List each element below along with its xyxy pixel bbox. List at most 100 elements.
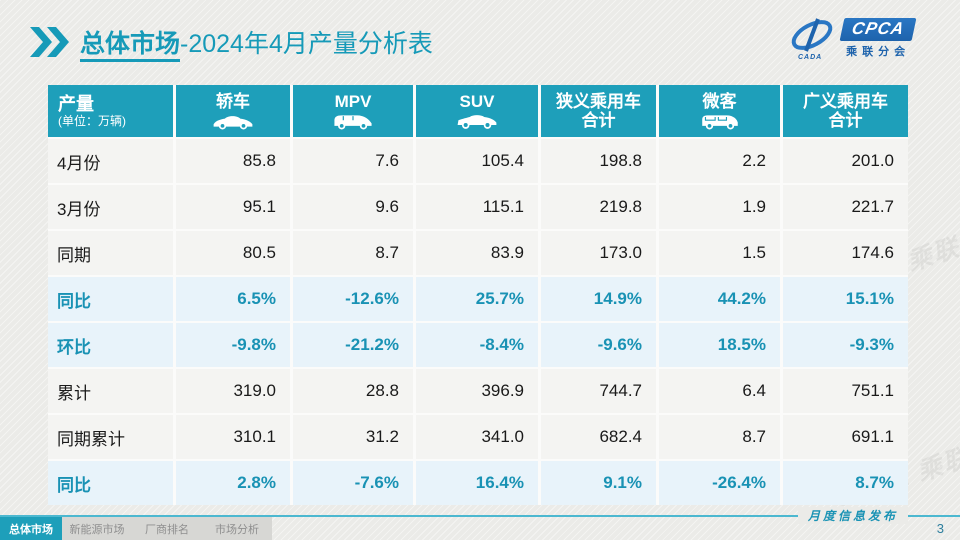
table-cell: 8.7 bbox=[659, 415, 780, 459]
publish-label: 月度信息发布 bbox=[797, 507, 908, 524]
column-label-line2: 合计 bbox=[828, 111, 863, 130]
column-label-line2: 合计 bbox=[581, 111, 616, 130]
table-cell: 85.8 bbox=[176, 139, 290, 183]
table-cell: 201.0 bbox=[783, 139, 908, 183]
table-cell: -8.4% bbox=[416, 323, 538, 367]
table-cell: 8.7% bbox=[783, 461, 908, 505]
table-cell: 6.5% bbox=[176, 277, 290, 321]
table-cell: 80.5 bbox=[176, 231, 290, 275]
table-cell: 9.6 bbox=[293, 185, 413, 229]
table-cell: 396.9 bbox=[416, 369, 538, 413]
table-cell: 219.8 bbox=[541, 185, 656, 229]
column-header-2: SUV bbox=[416, 85, 538, 137]
table-cell: 7.6 bbox=[293, 139, 413, 183]
table-cell: 221.7 bbox=[783, 185, 908, 229]
table-cell: -9.3% bbox=[783, 323, 908, 367]
mpv-icon bbox=[334, 115, 372, 130]
table-cell: 2.2 bbox=[659, 139, 780, 183]
microvan-icon bbox=[701, 115, 738, 130]
table-cell: 25.7% bbox=[416, 277, 538, 321]
table-cell: 83.9 bbox=[416, 231, 538, 275]
table-cell: 310.1 bbox=[176, 415, 290, 459]
table-cell: 28.8 bbox=[293, 369, 413, 413]
footer-tab-2[interactable]: 厂商排名 bbox=[145, 523, 189, 536]
svg-text:CADA: CADA bbox=[798, 54, 822, 61]
table-row-同比: 同比 6.5% -12.6% 25.7% 14.9% 44.2% 15.1% bbox=[48, 277, 908, 321]
page-title-highlight: 总体市场 bbox=[80, 30, 181, 62]
double-chevron-icon bbox=[30, 27, 69, 57]
cpca-swoosh-icon: CADA bbox=[791, 18, 833, 61]
table-cell: -7.6% bbox=[293, 461, 413, 505]
table-cell: -21.2% bbox=[293, 323, 413, 367]
production-table: 产量 (单位：万辆) 轿车 MPV SUV 狭义乘用车 合计 微客 广义乘用车 合计 4月份 8… bbox=[48, 85, 908, 505]
cpca-subtitle: 乘联分会 bbox=[846, 45, 911, 58]
column-header-3: 狭义乘用车 合计 bbox=[541, 85, 656, 137]
page-title-rest: -2024年4月产量分析表 bbox=[180, 30, 433, 58]
row-label: 同期 bbox=[48, 231, 173, 275]
table-cell: 744.7 bbox=[541, 369, 656, 413]
table-cell: 2.8% bbox=[176, 461, 290, 505]
table-row-3月份: 3月份 95.1 9.6 115.1 219.8 1.9 221.7 bbox=[48, 185, 908, 229]
table-cell: 682.4 bbox=[541, 415, 656, 459]
table-cell: 198.8 bbox=[541, 139, 656, 183]
table-row-同期: 同期 80.5 8.7 83.9 173.0 1.5 174.6 bbox=[48, 231, 908, 275]
table-cell: 1.5 bbox=[659, 231, 780, 275]
table-cell: -9.6% bbox=[541, 323, 656, 367]
table-cell: 44.2% bbox=[659, 277, 780, 321]
row-label: 同期累计 bbox=[48, 415, 173, 459]
table-cell: 15.1% bbox=[783, 277, 908, 321]
table-cell: 16.4% bbox=[416, 461, 538, 505]
cpca-wordmark: CPCA bbox=[839, 17, 917, 41]
table-cell: 6.4 bbox=[659, 369, 780, 413]
table-corner-unit: (单位：万辆) bbox=[58, 113, 126, 128]
table-cell: 8.7 bbox=[293, 231, 413, 275]
row-label: 4月份 bbox=[48, 139, 173, 183]
column-label: 微客 bbox=[702, 92, 737, 111]
row-label: 同比 bbox=[48, 277, 173, 321]
column-header-5: 广义乘用车 合计 bbox=[783, 85, 908, 137]
table-cell: -9.8% bbox=[176, 323, 290, 367]
footer-divider-line bbox=[0, 515, 960, 517]
table-cell: 14.9% bbox=[541, 277, 656, 321]
table-cell: 173.0 bbox=[541, 231, 656, 275]
table-header-row: 产量 (单位：万辆) 轿车 MPV SUV 狭义乘用车 合计 微客 广义乘用车 合计 bbox=[48, 85, 908, 137]
column-label: 广义乘用车 bbox=[803, 92, 888, 111]
table-cell: 751.1 bbox=[783, 369, 908, 413]
table-cell: 691.1 bbox=[783, 415, 908, 459]
table-cell: 115.1 bbox=[416, 185, 538, 229]
footer-tab-bar: 总体市场 新能源市场 厂商排名 市场分析 bbox=[0, 517, 272, 540]
table-cell: -26.4% bbox=[659, 461, 780, 505]
footer-tab-1[interactable]: 新能源市场 bbox=[69, 523, 125, 536]
page-number: 3 bbox=[936, 521, 944, 536]
column-label: 狭义乘用车 bbox=[556, 92, 641, 111]
table-cell: 105.4 bbox=[416, 139, 538, 183]
footer-tab-3[interactable]: 市场分析 bbox=[215, 523, 259, 536]
column-label: MPV bbox=[334, 92, 372, 111]
table-row-4月份: 4月份 85.8 7.6 105.4 198.8 2.2 201.0 bbox=[48, 139, 908, 183]
table-cell: 319.0 bbox=[176, 369, 290, 413]
sedan-icon bbox=[213, 116, 253, 130]
table-row-同比: 同比 2.8% -7.6% 16.4% 9.1% -26.4% 8.7% bbox=[48, 461, 908, 505]
row-label: 同比 bbox=[48, 461, 173, 505]
table-cell: 341.0 bbox=[416, 415, 538, 459]
table-corner-title: 产量 bbox=[58, 93, 94, 114]
table-corner-cell: 产量 (单位：万辆) bbox=[48, 85, 173, 137]
table-row-累计: 累计 319.0 28.8 396.9 744.7 6.4 751.1 bbox=[48, 369, 908, 413]
title-bar: 总体市场-2024年4月产量分析表 bbox=[28, 24, 433, 62]
table-body: 4月份 85.8 7.6 105.4 198.8 2.2 201.0 3月份 95.1 9.6 11… bbox=[48, 139, 908, 505]
table-cell: 95.1 bbox=[176, 185, 290, 229]
row-label: 环比 bbox=[48, 323, 173, 367]
row-label: 累计 bbox=[48, 369, 173, 413]
column-label: SUV bbox=[459, 92, 495, 111]
column-header-4: 微客 bbox=[659, 85, 780, 137]
table-cell: -12.6% bbox=[293, 277, 413, 321]
footer-tab-0[interactable]: 总体市场 bbox=[0, 517, 62, 540]
table-row-环比: 环比 -9.8% -21.2% -8.4% -9.6% 18.5% -9.3% bbox=[48, 323, 908, 367]
table-cell: 9.1% bbox=[541, 461, 656, 505]
column-header-0: 轿车 bbox=[176, 85, 290, 137]
table-cell: 174.6 bbox=[783, 231, 908, 275]
column-header-1: MPV bbox=[293, 85, 413, 137]
column-label: 轿车 bbox=[216, 92, 250, 111]
table-row-同期累计: 同期累计 310.1 31.2 341.0 682.4 8.7 691.1 bbox=[48, 415, 908, 459]
